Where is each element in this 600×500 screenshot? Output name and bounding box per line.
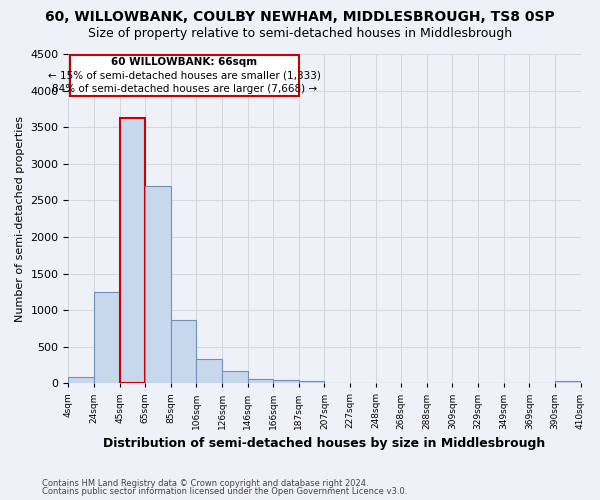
Bar xyxy=(196,359,222,384)
Text: 60, WILLOWBANK, COULBY NEWHAM, MIDDLESBROUGH, TS8 0SP: 60, WILLOWBANK, COULBY NEWHAM, MIDDLESBR… xyxy=(45,10,555,24)
Bar xyxy=(248,379,273,384)
Bar xyxy=(273,380,299,384)
Text: Contains public sector information licensed under the Open Government Licence v3: Contains public sector information licen… xyxy=(42,487,407,496)
Bar xyxy=(555,381,580,384)
Bar xyxy=(145,186,171,384)
X-axis label: Distribution of semi-detached houses by size in Middlesbrough: Distribution of semi-detached houses by … xyxy=(103,437,545,450)
Bar xyxy=(119,118,145,384)
Bar xyxy=(68,376,94,384)
Bar xyxy=(299,381,325,384)
Bar xyxy=(94,292,119,384)
FancyBboxPatch shape xyxy=(70,54,299,96)
Text: Contains HM Land Registry data © Crown copyright and database right 2024.: Contains HM Land Registry data © Crown c… xyxy=(42,478,368,488)
Text: 60 WILLOWBANK: 66sqm: 60 WILLOWBANK: 66sqm xyxy=(111,57,257,67)
Bar xyxy=(222,371,248,384)
Text: Size of property relative to semi-detached houses in Middlesbrough: Size of property relative to semi-detach… xyxy=(88,28,512,40)
Y-axis label: Number of semi-detached properties: Number of semi-detached properties xyxy=(15,116,25,322)
Text: ← 15% of semi-detached houses are smaller (1,333): ← 15% of semi-detached houses are smalle… xyxy=(48,71,321,81)
Text: 84% of semi-detached houses are larger (7,668) →: 84% of semi-detached houses are larger (… xyxy=(52,84,317,94)
Bar xyxy=(171,320,196,384)
